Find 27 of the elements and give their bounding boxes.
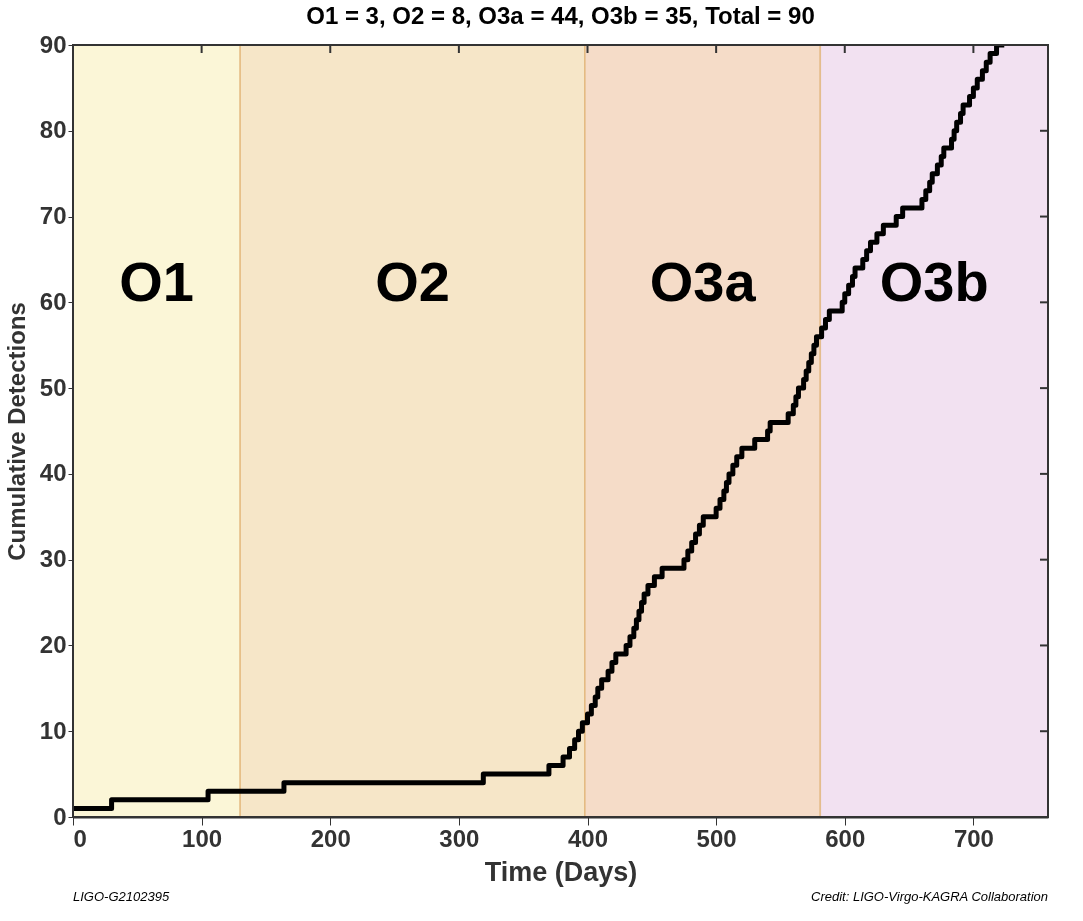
x-tick-label: 100 bbox=[182, 824, 223, 852]
x-tick-label: 300 bbox=[439, 824, 480, 852]
x-tick-label: 0 bbox=[73, 824, 87, 852]
text: LIGO-G2102395 bbox=[73, 889, 170, 904]
y-tick-label: 50 bbox=[39, 373, 67, 401]
y-tick-label: 40 bbox=[39, 459, 67, 487]
y-tick-label: 60 bbox=[39, 287, 67, 315]
band-label: O1 bbox=[119, 250, 194, 314]
y-tick-label: 70 bbox=[39, 202, 67, 230]
y-tick-label: 20 bbox=[39, 630, 67, 658]
x-tick-label: 700 bbox=[953, 824, 994, 852]
x-tick-label: 400 bbox=[567, 824, 609, 852]
y-tick-label: 0 bbox=[53, 802, 67, 830]
y-tick-label: 80 bbox=[39, 116, 67, 144]
x-tick-label: 200 bbox=[310, 824, 351, 852]
y-tick-label: 90 bbox=[39, 30, 67, 58]
y-axis-title: Cumulative Detections bbox=[2, 302, 30, 561]
band-label: O3b bbox=[879, 250, 989, 314]
text: Credit: LIGO-Virgo-KAGRA Collaboration bbox=[811, 889, 1048, 904]
band-label: O2 bbox=[375, 250, 450, 314]
x-tick-label: 500 bbox=[696, 824, 737, 852]
chart-title: O1 = 3, O2 = 8, O3a = 44, O3b = 35, Total = 90 bbox=[306, 2, 815, 29]
band-label: O3a bbox=[649, 250, 757, 314]
x-tick-label: 600 bbox=[825, 824, 866, 852]
x-axis-title: Time (Days) bbox=[484, 856, 638, 887]
y-tick-label: 30 bbox=[39, 545, 67, 573]
y-tick-label: 10 bbox=[39, 716, 67, 744]
